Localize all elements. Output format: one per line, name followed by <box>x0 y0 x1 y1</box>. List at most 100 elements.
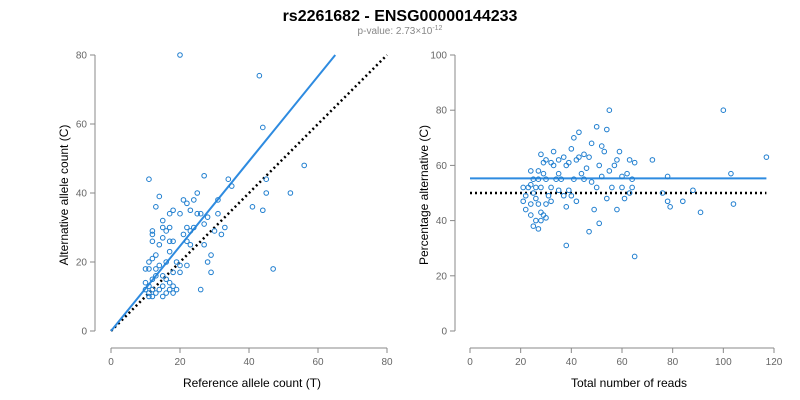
percentage-alternative-data-point <box>593 184 600 191</box>
percentage-alternative-data-point <box>611 162 618 169</box>
p-value-text: p-value: 2.73×10 <box>358 26 433 37</box>
allele-counts-data-point <box>166 238 173 245</box>
panel-allele-counts: 0 20 40 60 80 0 20 40 60 80 Reference allele count… <box>57 51 393 391</box>
percentage-alternative-data-point <box>520 198 527 205</box>
percentage-alternative-data-point <box>535 168 542 174</box>
percentage-alternative-data-point <box>588 179 595 185</box>
percentage-alternative-data-point <box>538 184 544 191</box>
percentage-alternative-data-point <box>530 223 537 229</box>
allele-counts-data-point <box>194 190 201 196</box>
allele-counts-data-point <box>146 266 152 272</box>
allele-counts-data-point <box>260 124 266 131</box>
percentage-alternative-x-tick-label: 60 <box>616 357 628 368</box>
percentage-alternative-data-point <box>664 198 671 205</box>
allele-counts-y-tick-label: 60 <box>76 120 88 131</box>
percentage-alternative-data-point <box>588 140 595 147</box>
percentage-alternative-data-point <box>528 212 534 218</box>
percentage-alternative-data-point <box>550 148 557 155</box>
allele-counts-data-point <box>177 52 183 58</box>
allele-counts-data-point <box>173 286 180 293</box>
allele-counts-data-point <box>146 290 152 296</box>
allele-counts-data-point <box>201 221 207 227</box>
percentage-alternative-data-point <box>598 173 605 180</box>
allele-counts-data-point <box>149 255 156 262</box>
allele-counts-data-point <box>170 207 176 214</box>
allele-counts-data-point <box>163 290 169 296</box>
percentage-alternative-data-point <box>545 192 552 199</box>
percentage-alternative-data-point <box>533 184 539 191</box>
percentage-alternative-data-point <box>626 157 633 163</box>
percentage-alternative-data-point <box>578 170 585 177</box>
allele-counts-data-point <box>184 200 190 207</box>
allele-counts-data-point <box>184 262 190 269</box>
percentage-alternative-data-point <box>626 190 633 196</box>
allele-counts-data-point <box>201 172 207 179</box>
allele-counts-data-point <box>260 207 266 214</box>
allele-counts-data-point <box>159 293 166 300</box>
percentage-alternative-data-point <box>586 154 592 160</box>
allele-counts-data-point <box>159 217 166 224</box>
chart-title: rs2261682 - ENSG00000144233 <box>283 8 518 25</box>
percentage-alternative-data-point <box>538 151 544 158</box>
percentage-alternative-y-tick-label: 60 <box>436 161 448 172</box>
percentage-alternative-data-point <box>560 192 567 199</box>
allele-counts-x-axis-title: Reference allele count (T) <box>183 376 321 390</box>
percentage-alternative-data-point <box>763 154 770 160</box>
percentage-alternative-x-axis-title: Total number of reads <box>571 376 687 390</box>
percentage-alternative-data-point <box>543 176 549 182</box>
percentage-alternative-y-tick-label: 40 <box>436 216 448 227</box>
allele-counts-data-point <box>159 273 166 279</box>
allele-counts-data-point <box>163 228 169 234</box>
percentage-alternative-data-point <box>543 201 549 207</box>
allele-counts-y-tick-label: 0 <box>81 327 87 338</box>
percentage-alternative-data-point <box>573 198 580 205</box>
percentage-alternative-data-point <box>566 159 572 166</box>
allele-counts-data-point <box>166 248 173 255</box>
allele-counts-data-point <box>156 262 163 269</box>
allele-counts-data-point <box>201 241 207 248</box>
allele-counts-data-point <box>191 224 197 231</box>
percentage-alternative-data-point <box>560 154 567 160</box>
allele-counts-data-point <box>208 252 214 258</box>
allele-counts-data-point <box>173 259 180 265</box>
percentage-alternative-data-point <box>649 157 656 163</box>
percentage-alternative-data-point <box>614 157 620 163</box>
percentage-alternative-data-point <box>528 168 534 174</box>
percentage-alternative-data-point <box>528 181 534 188</box>
allele-counts-data-point <box>194 210 201 217</box>
percentage-alternative-data-point <box>548 184 554 191</box>
allele-counts-data-point <box>170 290 176 296</box>
allele-counts-data-point <box>170 269 176 276</box>
allele-counts-data-point <box>263 176 270 182</box>
allele-counts-data-point <box>270 266 276 272</box>
allele-counts-data-point <box>156 193 163 200</box>
allele-counts-data-point <box>159 283 166 289</box>
percentage-alternative-y-tick-label: 0 <box>441 327 447 338</box>
allele-counts-data-point <box>149 238 156 245</box>
percentage-alternative-data-point <box>667 204 673 210</box>
allele-counts-x-tick-label: 80 <box>381 357 393 368</box>
allele-counts-data-point <box>170 283 176 289</box>
percentage-alternative-data-point <box>522 192 529 199</box>
percentage-alternative-data-point <box>535 176 542 182</box>
percentage-alternative-data-point <box>614 206 620 213</box>
allele-counts-data-point <box>184 238 190 245</box>
allele-counts-data-point <box>149 231 156 238</box>
allele-counts-data-point <box>225 176 232 182</box>
percentage-alternative-y-axis-title: Percentage alternative (C) <box>417 125 431 265</box>
allele-counts-data-point <box>166 279 173 286</box>
allele-counts-data-point <box>146 176 152 182</box>
percentage-alternative-data-point <box>563 204 570 210</box>
allele-counts-data-point <box>142 266 149 272</box>
allele-counts-data-point <box>204 259 211 265</box>
percentage-alternative-data-point <box>631 159 638 166</box>
allele-counts-data-point <box>153 273 159 279</box>
allele-counts-data-point <box>156 241 163 248</box>
allele-counts-data-point <box>153 266 159 272</box>
percentage-alternative-data-point <box>533 217 539 224</box>
percentage-alternative-data-point <box>550 162 557 169</box>
allele-counts-data-point <box>215 197 221 203</box>
percentage-alternative-data-point <box>619 173 625 180</box>
allele-counts-data-point <box>153 204 159 210</box>
